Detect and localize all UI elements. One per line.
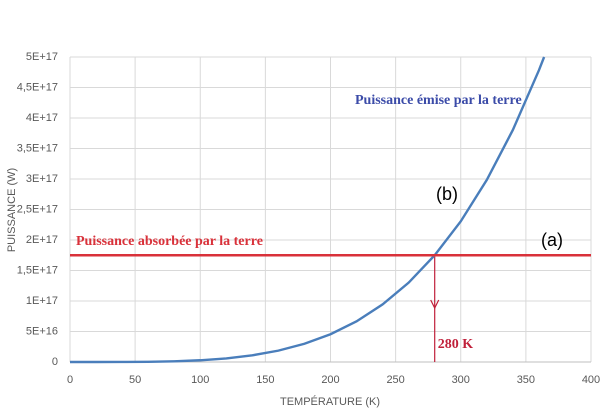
- y-tick-label: 4E+17: [26, 112, 58, 124]
- y-tick-label: 5E+17: [26, 51, 58, 63]
- x-tick-label: 100: [191, 374, 209, 386]
- drop-label: 280 K: [438, 337, 474, 352]
- y-tick-label: 3,5E+17: [17, 142, 58, 154]
- x-tick-label: 300: [452, 374, 470, 386]
- x-tick-label: 200: [321, 374, 339, 386]
- series-label: Puissance absorbée par la terre: [76, 234, 263, 249]
- y-tick-label: 2E+17: [26, 234, 58, 246]
- x-tick-label: 400: [582, 374, 600, 386]
- y-tick-label: 3E+17: [26, 173, 58, 185]
- y-tick-label: 1,5E+17: [17, 264, 58, 276]
- y-axis-label: PUISSANCE (W): [6, 168, 18, 252]
- x-tick-label: 50: [129, 374, 141, 386]
- drop-arrow: [430, 299, 440, 310]
- series-label: Puissance émise par la terre: [355, 93, 522, 108]
- y-tick-label: 0: [52, 356, 58, 368]
- series-tag: (b): [436, 184, 458, 204]
- x-tick-label: 350: [517, 374, 535, 386]
- y-tick-label: 4,5E+17: [17, 81, 58, 93]
- x-tick-label: 150: [256, 374, 274, 386]
- y-tick-label: 1E+17: [26, 295, 58, 307]
- y-tick-label: 5E+16: [26, 325, 58, 337]
- x-tick-label: 250: [386, 374, 404, 386]
- series-tag: (a): [541, 230, 563, 250]
- y-tick-label: 2,5E+17: [17, 203, 58, 215]
- x-tick-label: 0: [67, 374, 73, 386]
- series-line: [70, 56, 546, 364]
- x-axis-label: TEMPÉRATURE (K): [280, 395, 380, 408]
